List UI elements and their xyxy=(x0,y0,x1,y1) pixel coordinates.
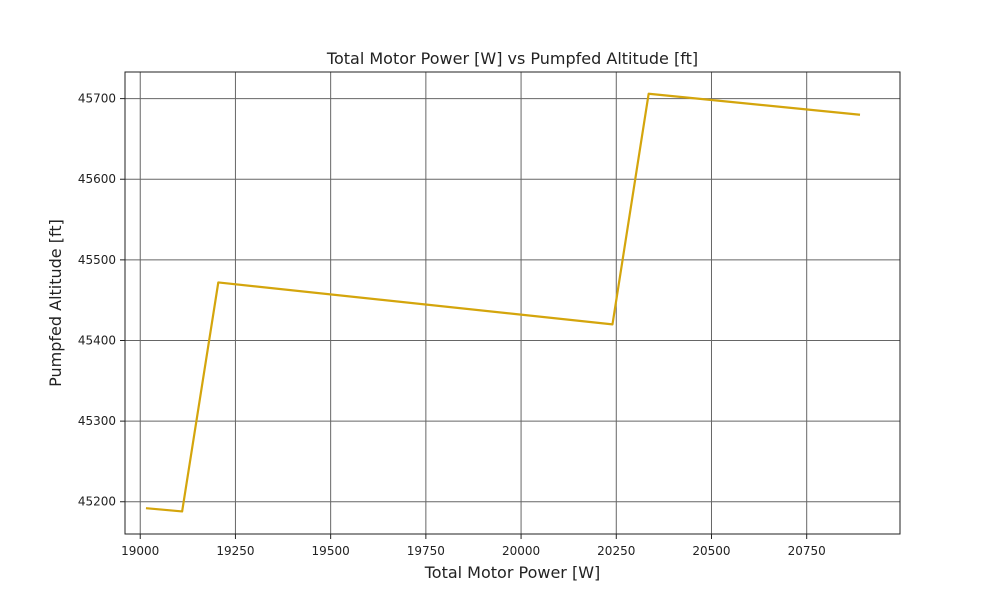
y-tick-label: 45200 xyxy=(78,495,116,509)
y-tick-label: 45500 xyxy=(78,253,116,267)
y-tick-label: 45700 xyxy=(78,92,116,106)
y-axis: 45200 45300 45400 45500 45600 45700 xyxy=(78,92,125,509)
x-tick-label: 20250 xyxy=(597,544,635,558)
y-tick-label: 45400 xyxy=(78,333,116,347)
series-line-0 xyxy=(145,92,861,513)
y-axis-title: Pumpfed Altitude [ft] xyxy=(46,219,65,387)
grid-lines xyxy=(125,72,900,534)
x-tick-label: 19250 xyxy=(216,544,254,558)
x-tick-label: 20750 xyxy=(788,544,826,558)
plot-frame xyxy=(124,71,901,535)
y-tick-label: 45600 xyxy=(78,172,116,186)
x-axis: 19000 19250 19500 19750 20000 20250 20500 20750 xyxy=(121,534,826,558)
x-tick-label: 20500 xyxy=(692,544,730,558)
x-tick-label: 20000 xyxy=(502,544,540,558)
chart-title: Total Motor Power [W] vs Pumpfed Altitud… xyxy=(326,49,698,68)
series-layer xyxy=(145,92,861,513)
y-tick-label: 45300 xyxy=(78,414,116,428)
x-tick-label: 19000 xyxy=(121,544,159,558)
x-axis-title: Total Motor Power [W] xyxy=(424,563,601,582)
x-tick-label: 19750 xyxy=(407,544,445,558)
x-tick-label: 19500 xyxy=(312,544,350,558)
